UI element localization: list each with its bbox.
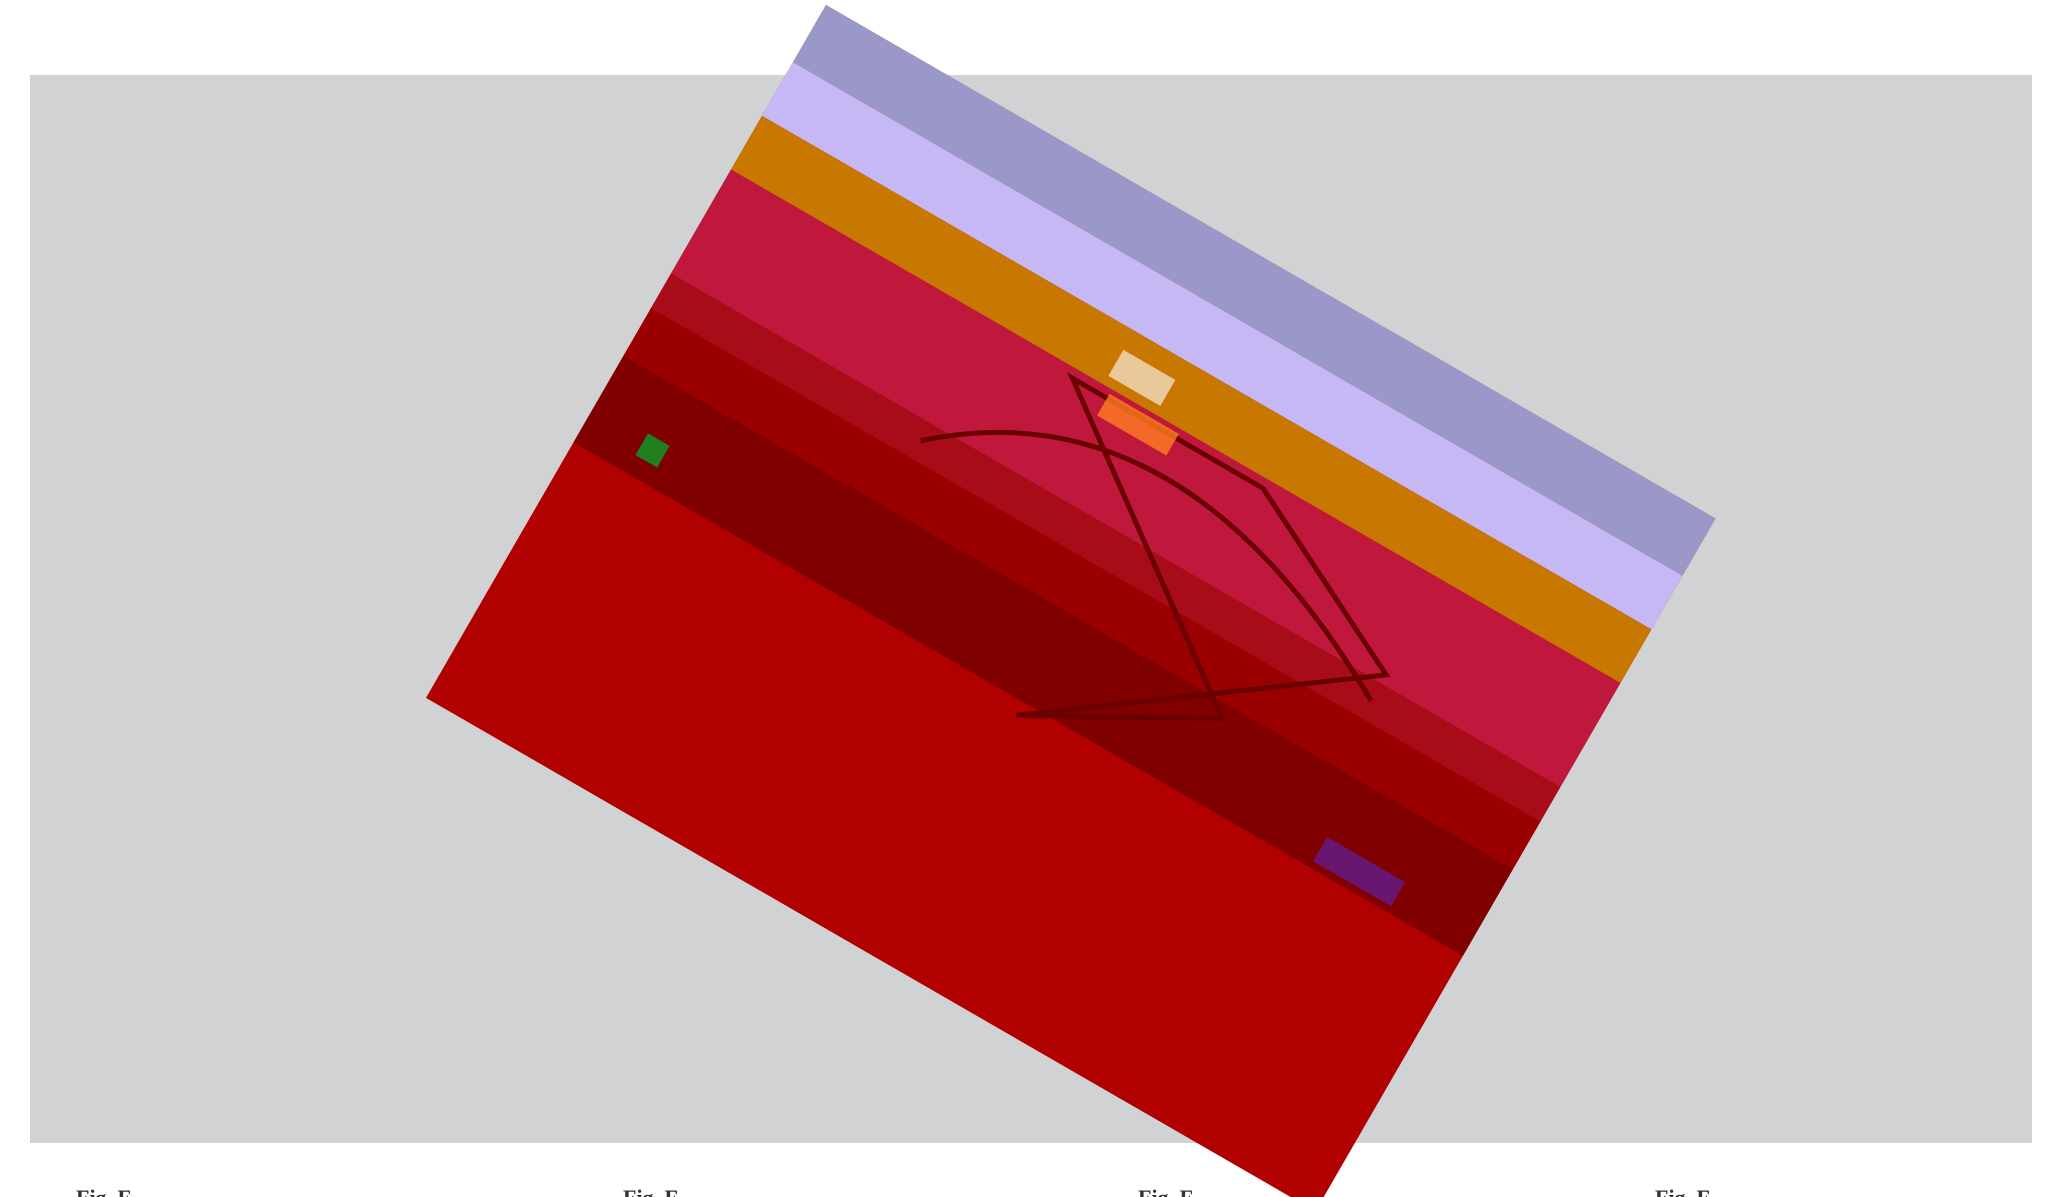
wire-pattern (920, 372, 1391, 722)
band (623, 308, 1541, 870)
band (651, 273, 1561, 822)
band (731, 115, 1652, 684)
noise (635, 349, 1406, 907)
caption: Fig. F (623, 1185, 678, 1197)
caption: Fig. F (1655, 1185, 1710, 1197)
caption: Fig. F (76, 1185, 131, 1197)
band (671, 169, 1621, 787)
band (793, 5, 1716, 576)
band (762, 62, 1683, 630)
band (573, 355, 1513, 956)
caption: Fig. F (1138, 1185, 1193, 1197)
rotated-image (426, 5, 1716, 1197)
captions: Fig. F Fig. F Fig. F Fig. F (76, 1185, 1710, 1197)
